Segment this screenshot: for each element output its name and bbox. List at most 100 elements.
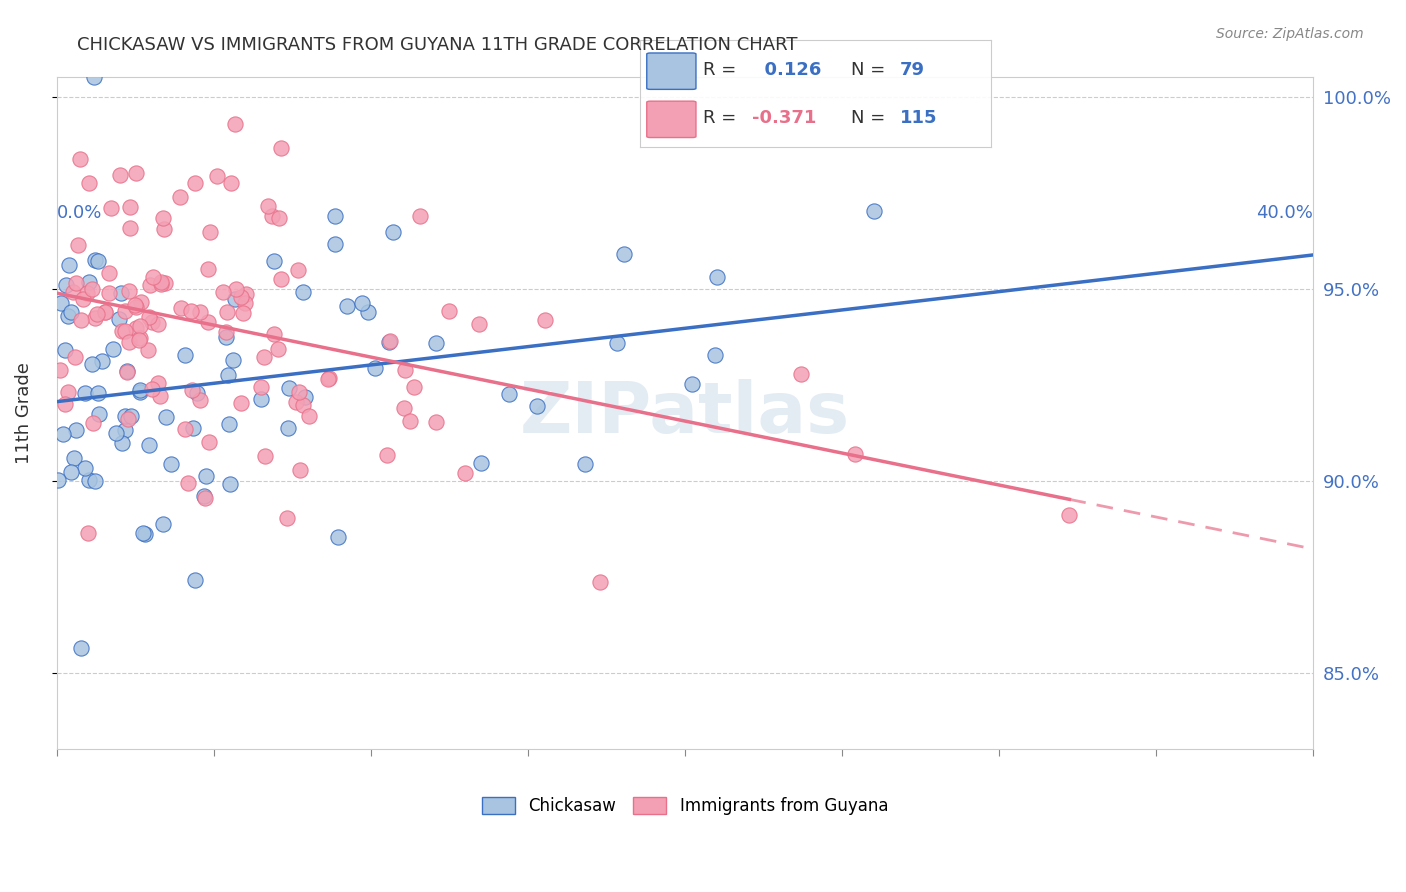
Point <box>155 277 177 291</box>
Text: CHICKASAW VS IMMIGRANTS FROM GUYANA 11TH GRADE CORRELATION CHART: CHICKASAW VS IMMIGRANTS FROM GUYANA 11TH… <box>77 36 797 54</box>
Point <box>211 285 233 300</box>
Point <box>174 348 197 362</box>
Point <box>141 269 163 284</box>
Point <box>60 305 83 319</box>
Text: R =: R = <box>703 62 742 79</box>
Point <box>231 395 253 409</box>
Point <box>134 527 156 541</box>
Text: ZIPatlas: ZIPatlas <box>520 379 851 448</box>
Point <box>58 258 80 272</box>
Point <box>229 290 252 304</box>
Point <box>335 300 357 314</box>
Point <box>114 423 136 437</box>
Text: N =: N = <box>851 110 890 128</box>
FancyBboxPatch shape <box>647 53 696 89</box>
Point <box>375 448 398 462</box>
Point <box>218 476 240 491</box>
Point <box>613 247 636 261</box>
Point <box>402 380 425 394</box>
Point <box>291 398 314 412</box>
Point <box>94 304 117 318</box>
Point <box>224 292 246 306</box>
Point <box>84 253 107 268</box>
Point <box>120 409 142 424</box>
Point <box>862 203 884 218</box>
Point <box>197 315 219 329</box>
Point <box>267 343 290 357</box>
Point <box>101 343 124 357</box>
FancyBboxPatch shape <box>647 101 696 137</box>
Point <box>63 450 86 465</box>
Point <box>53 343 76 358</box>
Point <box>114 409 136 424</box>
Point <box>181 383 204 397</box>
Point <box>77 473 100 487</box>
Point <box>55 278 77 293</box>
Point <box>215 325 238 339</box>
Text: N =: N = <box>851 62 890 79</box>
Point <box>180 304 202 318</box>
Point <box>90 354 112 368</box>
Point <box>86 307 108 321</box>
Point <box>198 225 221 239</box>
Point <box>193 489 215 503</box>
Point <box>267 211 290 225</box>
Point <box>87 254 110 268</box>
Point <box>188 304 211 318</box>
Point <box>129 383 152 397</box>
Point <box>325 237 347 252</box>
Point <box>48 363 70 377</box>
Point <box>277 421 299 435</box>
Point <box>215 330 238 344</box>
Point <box>52 426 75 441</box>
Text: 0.0%: 0.0% <box>56 203 103 222</box>
Point <box>181 421 204 435</box>
Point <box>378 334 401 349</box>
Point <box>352 295 374 310</box>
Y-axis label: 11th Grade: 11th Grade <box>15 362 32 465</box>
Point <box>454 467 477 481</box>
Point <box>129 330 152 344</box>
Point <box>120 221 142 235</box>
Point <box>217 368 239 383</box>
Point <box>184 573 207 587</box>
Point <box>73 385 96 400</box>
Point <box>1059 508 1081 522</box>
Point <box>399 414 422 428</box>
Point <box>87 386 110 401</box>
Text: 0.126: 0.126 <box>752 62 821 79</box>
Point <box>72 292 94 306</box>
Point <box>125 166 148 180</box>
Point <box>107 312 129 326</box>
Point <box>148 317 170 331</box>
Point <box>138 438 160 452</box>
Point <box>141 382 163 396</box>
Point <box>225 282 247 296</box>
Point <box>80 357 103 371</box>
Point <box>218 417 240 431</box>
Text: 115: 115 <box>900 110 938 128</box>
Point <box>149 389 172 403</box>
Point <box>131 526 153 541</box>
Point <box>235 286 257 301</box>
Point <box>146 376 169 390</box>
Point <box>155 409 177 424</box>
Point <box>224 117 246 131</box>
Point <box>117 411 139 425</box>
Text: 40.0%: 40.0% <box>1257 203 1313 222</box>
Point <box>294 390 316 404</box>
Point <box>287 262 309 277</box>
Point <box>115 364 138 378</box>
Point <box>194 491 217 505</box>
Point <box>128 319 150 334</box>
Point <box>263 326 285 341</box>
Point <box>270 141 292 155</box>
Point <box>219 177 242 191</box>
Point <box>364 361 387 376</box>
Point <box>198 435 221 450</box>
Text: Source: ZipAtlas.com: Source: ZipAtlas.com <box>1216 27 1364 41</box>
Point <box>188 393 211 408</box>
Point <box>470 456 492 470</box>
Point <box>152 211 174 225</box>
Point <box>169 190 191 204</box>
